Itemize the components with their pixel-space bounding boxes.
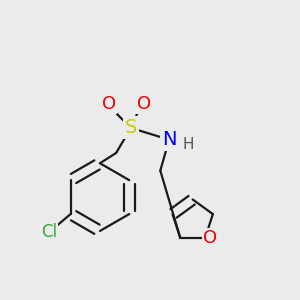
- Text: N: N: [162, 130, 176, 149]
- Text: O: O: [102, 95, 116, 113]
- Text: O: O: [203, 229, 218, 247]
- Text: O: O: [137, 95, 151, 113]
- Text: H: H: [182, 136, 194, 152]
- Text: Cl: Cl: [41, 223, 58, 241]
- Text: S: S: [125, 118, 137, 137]
